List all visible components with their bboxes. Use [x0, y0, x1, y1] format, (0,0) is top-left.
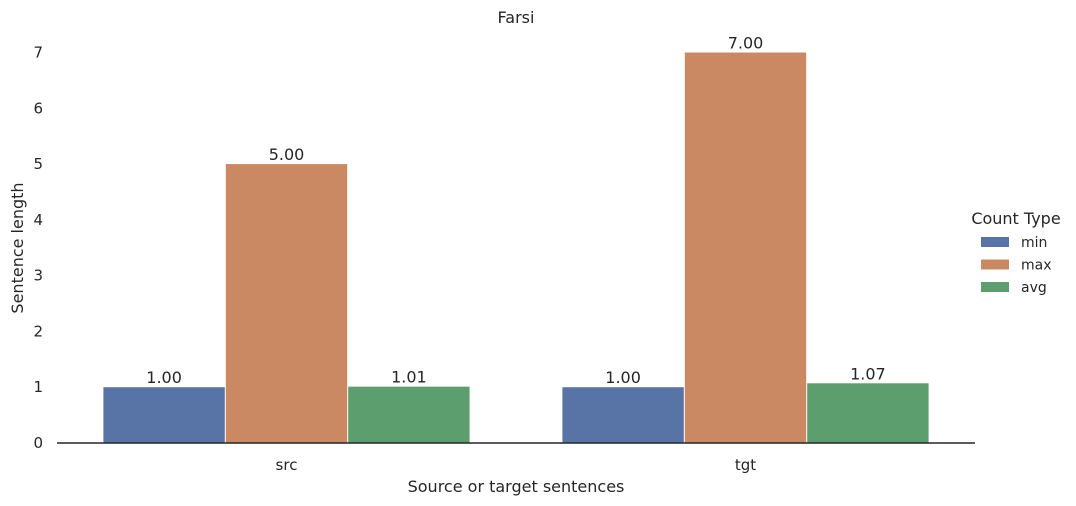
- bar-min-src: [103, 387, 225, 443]
- data-label-avg-src: 1.01: [391, 368, 427, 387]
- legend-swatch-min: [981, 237, 1009, 247]
- bar-avg-src: [348, 386, 470, 443]
- legend-swatch-avg: [981, 282, 1009, 292]
- legend-label-min: min: [1021, 235, 1047, 251]
- y-tick-label: 0: [33, 434, 43, 452]
- y-tick-label: 7: [33, 44, 43, 62]
- y-axis-title: Sentence length: [8, 182, 27, 313]
- bar-max-tgt: [684, 52, 807, 443]
- legend-label-avg: avg: [1021, 280, 1047, 296]
- y-tick-label: 6: [33, 99, 43, 117]
- data-label-min-tgt: 1.00: [605, 368, 641, 387]
- x-tick-label: tgt: [735, 456, 756, 474]
- y-tick-label: 1: [33, 378, 43, 396]
- legend: Count Type min max avg: [971, 209, 1060, 296]
- bars: [103, 52, 929, 444]
- y-axis-ticks: 0 1 2 3 4 5 6 7: [33, 44, 43, 453]
- bar-avg-tgt: [807, 383, 929, 443]
- data-label-min-src: 1.00: [146, 368, 182, 387]
- legend-swatch-max: [981, 259, 1009, 270]
- bar-max-src: [225, 164, 348, 444]
- chart-title: Farsi: [498, 8, 535, 27]
- x-tick-label: src: [276, 456, 298, 474]
- y-tick-label: 2: [33, 322, 43, 340]
- legend-title: Count Type: [971, 209, 1060, 228]
- data-label-max-tgt: 7.00: [728, 34, 764, 53]
- x-axis-ticks: src tgt: [276, 456, 757, 474]
- bar-min-tgt: [562, 387, 684, 443]
- legend-label-max: max: [1021, 258, 1052, 274]
- y-tick-label: 3: [33, 267, 43, 285]
- data-label-avg-tgt: 1.07: [850, 364, 886, 383]
- data-labels: 1.00 5.00 1.01 1.00 7.00 1.07: [146, 34, 885, 388]
- y-tick-label: 4: [33, 211, 43, 229]
- data-label-max-src: 5.00: [269, 145, 305, 164]
- x-axis-title: Source or target sentences: [408, 477, 625, 496]
- y-tick-label: 5: [33, 155, 43, 173]
